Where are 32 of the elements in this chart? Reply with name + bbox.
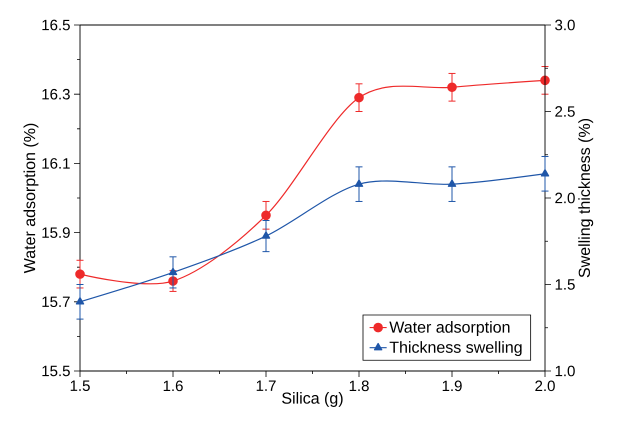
y2-axis-title: Swelling thickness (%)	[578, 119, 594, 278]
point	[447, 82, 457, 92]
point	[76, 297, 84, 304]
y-tick-label: 15.5	[42, 366, 70, 376]
x-tick-label: 1.5	[70, 380, 90, 391]
y2-tick-label: 1.5	[556, 279, 575, 290]
y-tick-label: 16.1	[42, 158, 70, 169]
x-tick-label: 2.0	[535, 380, 555, 392]
legend-label: Water adsorption	[389, 321, 510, 336]
y-tick-label: 16.5	[42, 20, 70, 30]
y2-tick-label: 2.0	[555, 192, 575, 204]
y-axis-title: Water adsorption (%)	[24, 124, 38, 274]
y2-tick-label: 3.0	[555, 20, 575, 30]
point	[262, 231, 270, 239]
point	[448, 179, 456, 187]
x-tick-label: 1.9	[442, 380, 462, 392]
y2-tick-label: 2.5	[555, 106, 575, 117]
y-tick-label: 16.3	[42, 88, 70, 100]
x-tick-label: 1.7	[256, 380, 276, 391]
x-tick-label: 1.8	[350, 380, 369, 392]
point	[540, 168, 550, 176]
point	[75, 269, 85, 279]
y2-tick-label: 1.0	[556, 366, 575, 376]
legend-label: Thickness swelling	[390, 341, 522, 356]
y-tick-label: 15.7	[42, 296, 70, 308]
x-axis-title: Silica (g)	[282, 392, 343, 407]
point	[168, 268, 178, 276]
point	[354, 92, 364, 102]
y-tick-label: 15.9	[42, 227, 70, 238]
point	[354, 179, 364, 187]
point	[261, 210, 271, 220]
x-tick-label: 1.6	[164, 380, 183, 392]
